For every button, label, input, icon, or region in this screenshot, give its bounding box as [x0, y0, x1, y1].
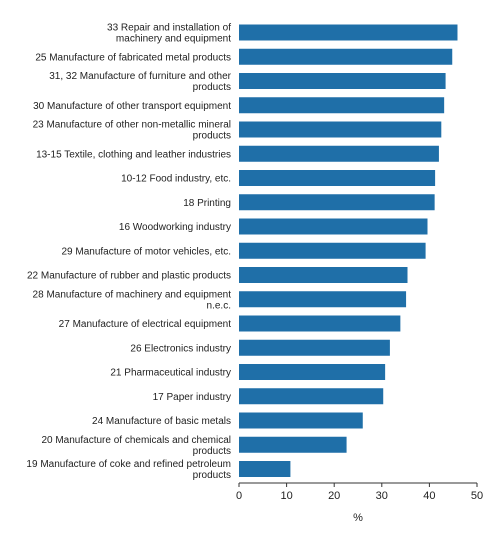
category-label-line: products	[193, 82, 231, 93]
category-label-line: 24 Manufacture of basic metals	[92, 416, 231, 427]
category-label-line: products	[193, 131, 231, 142]
bar	[239, 388, 384, 405]
category-label: 20 Manufacture of chemicals and chemical…	[41, 435, 231, 457]
bar	[239, 24, 458, 41]
category-label-line: 18 Printing	[183, 198, 231, 209]
bar	[239, 170, 436, 186]
category-label-line: 22 Manufacture of rubber and plastic pro…	[27, 271, 231, 282]
category-label-line: 13-15 Textile, clothing and leather indu…	[36, 149, 231, 160]
category-labels-group: 33 Repair and installation of machinery a…	[26, 23, 231, 482]
bar	[239, 364, 386, 380]
category-label: 27 Manufacture of electrical equipment	[59, 319, 232, 330]
category-label: 26 Electronics industry	[130, 343, 231, 354]
category-label: 25 Manufacture of fabricated metal produ…	[35, 52, 231, 63]
category-label: 24 Manufacture of basic metals	[92, 416, 231, 427]
bar	[239, 291, 407, 308]
x-tick-label: 50	[471, 490, 483, 502]
category-label: 33 Repair and installation of machinery a…	[107, 23, 231, 45]
category-label-line: products	[193, 446, 231, 457]
bar	[239, 242, 426, 259]
category-label-line: 31, 32 Manufacture of furniture and othe…	[49, 71, 231, 82]
category-label-line: 25 Manufacture of fabricated metal produ…	[35, 52, 231, 63]
bar	[239, 218, 428, 235]
category-label-line: 20 Manufacture of chemicals and chemical	[41, 435, 231, 446]
x-tick-label: 30	[376, 490, 388, 502]
x-tick-label: 40	[423, 490, 435, 502]
category-label-line: machinery and equipment	[116, 34, 231, 45]
category-label: 23 Manufacture of other non-metallic min…	[33, 120, 231, 142]
bar	[239, 267, 408, 283]
bar	[239, 48, 453, 65]
x-tick-label: 10	[280, 490, 292, 502]
category-label: 13-15 Textile, clothing and leather indu…	[36, 149, 231, 160]
category-label-line: 19 Manufacture of coke and refined petro…	[26, 459, 231, 470]
category-label: 29 Manufacture of motor vehicles, etc.	[61, 246, 231, 257]
bar	[239, 436, 347, 453]
bar	[239, 412, 363, 429]
bar	[239, 461, 291, 477]
bar	[239, 121, 442, 138]
category-label-line: 28 Manufacture of machinery and equipmen…	[33, 289, 232, 300]
category-label-line: 26 Electronics industry	[130, 343, 231, 354]
category-label-line: 30 Manufacture of other transport equipm…	[33, 101, 231, 112]
bars-group	[239, 24, 458, 477]
category-label-line: 27 Manufacture of electrical equipment	[59, 319, 232, 330]
category-label: 28 Manufacture of machinery and equipmen…	[33, 289, 232, 311]
x-tick-label: 20	[328, 490, 340, 502]
bar	[239, 97, 445, 114]
category-label: 18 Printing	[183, 198, 231, 209]
category-label: 31, 32 Manufacture of furniture and othe…	[49, 71, 231, 93]
bar	[239, 194, 435, 211]
x-tick-label: 0	[236, 490, 242, 502]
category-label-line: 16 Woodworking industry	[119, 222, 231, 233]
category-label: 21 Pharmaceutical industry	[110, 368, 231, 379]
category-label: 30 Manufacture of other transport equipm…	[33, 101, 231, 112]
bar	[239, 315, 401, 332]
category-label: 10-12 Food industry, etc.	[121, 174, 231, 185]
category-label: 17 Paper industry	[153, 392, 231, 403]
bar	[239, 339, 390, 356]
category-label-line: 29 Manufacture of motor vehicles, etc.	[61, 246, 231, 257]
x-ticks-group: 0 10 20 30 40 50	[236, 483, 483, 502]
category-label-line: 17 Paper industry	[153, 392, 231, 403]
category-label-line: 21 Pharmaceutical industry	[110, 368, 231, 379]
category-label: 22 Manufacture of rubber and plastic pro…	[27, 271, 231, 282]
category-label-line: 33 Repair and installation of	[107, 23, 231, 34]
category-label-line: n.e.c.	[207, 300, 231, 311]
category-label: 19 Manufacture of coke and refined petro…	[26, 459, 231, 481]
category-label-line: products	[193, 470, 231, 481]
category-label-line: 10-12 Food industry, etc.	[121, 174, 231, 185]
bar	[239, 73, 446, 89]
category-label: 16 Woodworking industry	[119, 222, 231, 233]
bar	[239, 145, 439, 162]
x-axis-title: %	[353, 512, 363, 524]
category-label-line: 23 Manufacture of other non-metallic min…	[33, 120, 231, 131]
